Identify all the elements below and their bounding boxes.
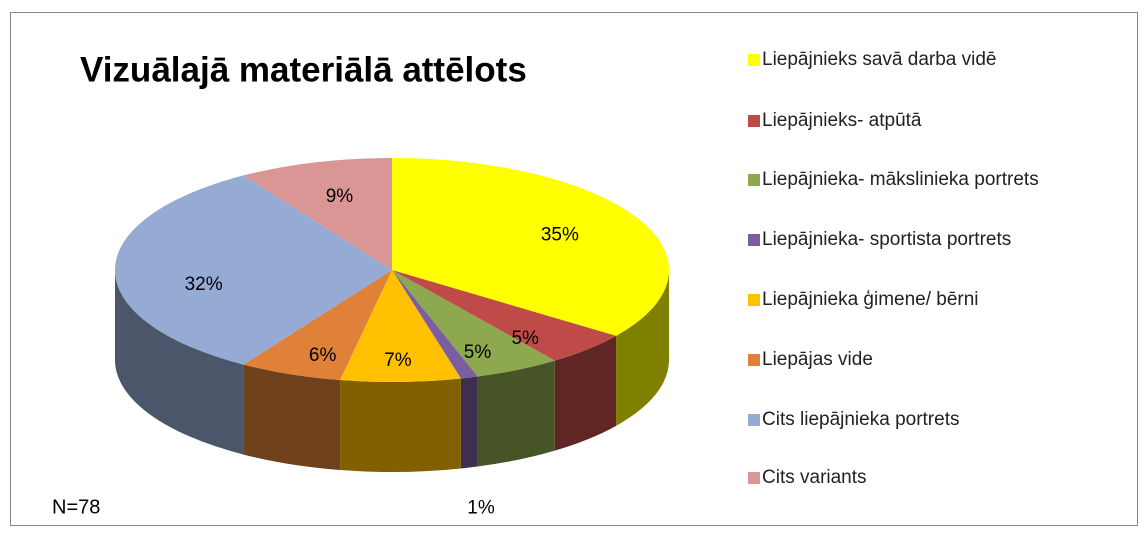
legend-item: Liepājnieka- sportista portrets: [748, 228, 1078, 252]
legend-swatch: [748, 54, 760, 66]
legend-swatch: [748, 472, 760, 484]
slice: [243, 158, 392, 270]
legend-swatch: [748, 414, 760, 426]
legend-swatch: [748, 234, 760, 246]
slice-side: [616, 270, 669, 426]
legend-label: Liepājnieka ģimene/ bērni: [762, 289, 979, 310]
legend-label: Cits liepājnieka portrets: [762, 409, 960, 430]
slice-side: [554, 335, 617, 451]
slice: [392, 158, 669, 336]
legend-swatch: [748, 174, 760, 186]
slice: [392, 270, 617, 361]
legend-item: Cits variants: [748, 466, 1078, 490]
data-label: 32%: [185, 274, 223, 295]
data-label: 9%: [326, 186, 354, 207]
legend-label: Liepājnieka- mākslinieka portrets: [762, 169, 1039, 190]
data-label: 5%: [511, 328, 539, 349]
legend-item: Liepājas vide: [748, 348, 1078, 372]
data-label: 7%: [384, 350, 412, 371]
slice-side: [115, 270, 244, 455]
data-label: 5%: [464, 342, 492, 363]
slice: [243, 270, 392, 381]
legend-label: Liepājas vide: [762, 349, 873, 370]
data-label: 1%: [467, 497, 495, 518]
legend-swatch: [748, 294, 760, 306]
legend-swatch: [748, 115, 760, 127]
legend-swatch: [748, 354, 760, 366]
slice-side: [477, 360, 555, 467]
data-label: 35%: [541, 224, 579, 245]
annotation: N=78: [52, 496, 100, 518]
slice-side: [243, 364, 341, 471]
legend-item: Liepājnieka ģimene/ bērni: [748, 288, 1078, 312]
data-label: 6%: [309, 345, 337, 366]
slice: [340, 270, 461, 382]
legend-item: Liepājnieks- atpūtā: [748, 109, 1078, 133]
slice: [392, 270, 555, 377]
legend-label: Liepājnieka- sportista portrets: [762, 229, 1012, 250]
slice-side: [460, 376, 478, 469]
legend-label: Cits variants: [762, 467, 867, 488]
legend-item: Cits liepājnieka portrets: [748, 408, 1078, 432]
slice: [114, 175, 393, 365]
legend-label: Liepājnieks- atpūtā: [762, 110, 922, 131]
legend-item: Liepājnieka- mākslinieka portrets: [748, 168, 1078, 192]
slice-side: [340, 378, 461, 472]
slice: [392, 270, 478, 379]
chart-title: Vizuālajā materiālā attēlots: [80, 50, 527, 89]
legend-item: Liepājnieks savā darba vidē: [748, 48, 1078, 72]
legend-label: Liepājnieks savā darba vidē: [762, 49, 997, 70]
